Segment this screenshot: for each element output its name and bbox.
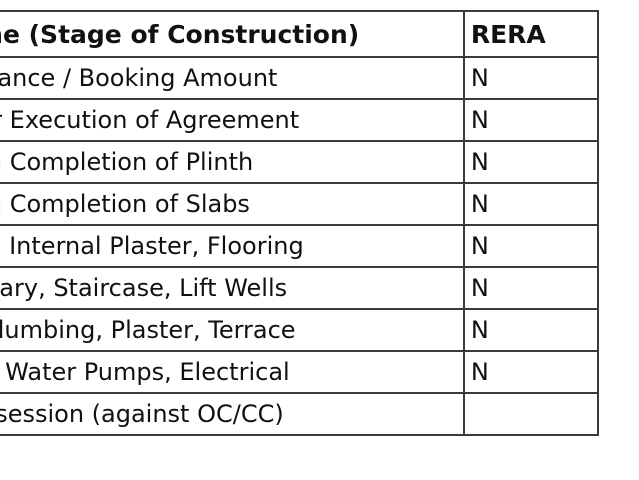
table-row: ter Execution of Agreement N [0, 98, 600, 142]
stage-cell: On Completion of Slabs [0, 182, 465, 226]
rera-cell: N [462, 224, 600, 268]
table-row: dvance / Booking Amount N [0, 56, 600, 100]
rera-cell: N [462, 140, 600, 184]
header-stage: one (Stage of Construction) [0, 10, 465, 58]
table-row: ossession (against OC/CC) [0, 392, 600, 436]
rera-cell: N [462, 350, 600, 394]
table-header-row: one (Stage of Construction) RERA [0, 10, 600, 58]
table-row: . Plumbing, Plaster, Terrace N [0, 308, 600, 352]
rera-cell: N [462, 266, 600, 310]
rera-cell: N [462, 98, 600, 142]
stage-cell: dvance / Booking Amount [0, 56, 465, 100]
payment-milestone-table: one (Stage of Construction) RERA dvance … [0, 10, 600, 436]
stage-cell: nitary, Staircase, Lift Wells [0, 266, 465, 310]
table-row: nitary, Staircase, Lift Wells N [0, 266, 600, 310]
table-row: On Completion of Slabs N [0, 182, 600, 226]
stage-cell: ts, Water Pumps, Electrical [0, 350, 465, 394]
rera-cell [462, 392, 600, 436]
stage-cell: . Plumbing, Plaster, Terrace [0, 308, 465, 352]
stage-cell: On Completion of Plinth [0, 140, 465, 184]
stage-cell: ossession (against OC/CC) [0, 392, 465, 436]
stage-cell: lls, Internal Plaster, Flooring [0, 224, 465, 268]
table-row: lls, Internal Plaster, Flooring N [0, 224, 600, 268]
header-rera: RERA [462, 10, 600, 58]
rera-cell: N [462, 308, 600, 352]
stage-cell: ter Execution of Agreement [0, 98, 465, 142]
rera-cell: N [462, 182, 600, 226]
table-row: On Completion of Plinth N [0, 140, 600, 184]
rera-cell: N [462, 56, 600, 100]
table-row: ts, Water Pumps, Electrical N [0, 350, 600, 394]
